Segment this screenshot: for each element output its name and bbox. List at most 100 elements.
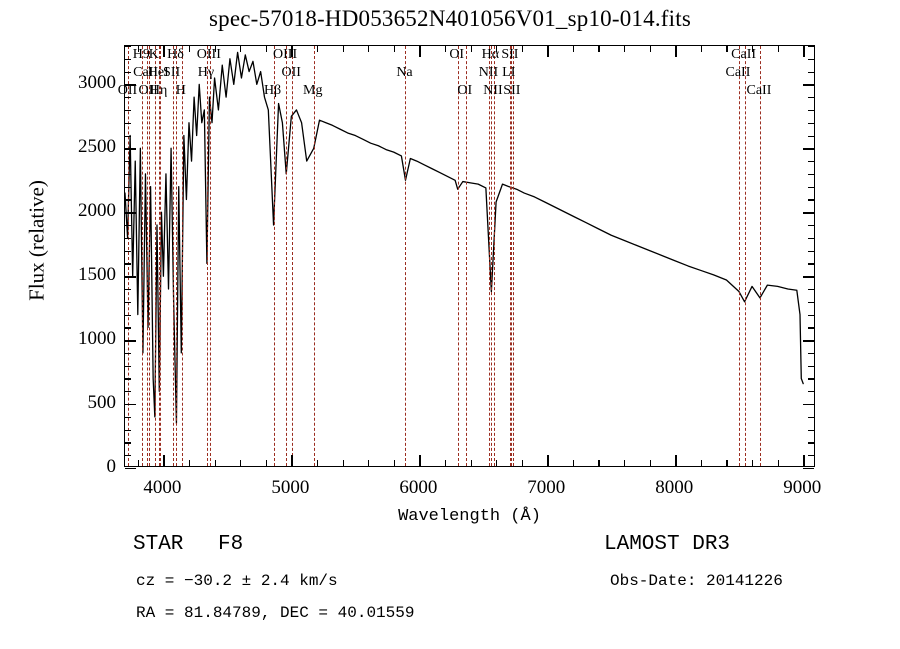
y-tick-right	[808, 225, 814, 227]
y-tick	[125, 225, 131, 227]
x-tick-top	[393, 46, 395, 52]
spectral-line-marker	[206, 46, 209, 466]
y-tick-right	[808, 314, 814, 316]
x-tick-top	[752, 46, 754, 52]
y-tick	[125, 301, 131, 303]
spectral-line-marker	[209, 46, 212, 466]
y-tick-right	[803, 404, 814, 406]
x-tick	[316, 460, 319, 466]
spectrum-trace	[125, 51, 804, 424]
x-tick	[572, 460, 575, 466]
spectral-line-label: OI	[449, 47, 465, 62]
y-tick	[125, 161, 131, 163]
spectral-line-marker	[181, 46, 184, 466]
spectral-line-label: H	[175, 83, 186, 98]
x-tick-label: 5000	[271, 477, 310, 498]
y-tick	[125, 378, 131, 380]
y-tick	[125, 84, 136, 86]
spectral-line-marker	[142, 46, 144, 466]
y-tick	[125, 327, 131, 329]
spectral-line-marker	[493, 46, 496, 466]
y-tick-right	[808, 455, 814, 457]
x-tick-top	[188, 46, 191, 52]
y-tick	[125, 186, 131, 188]
x-tick-top	[265, 46, 267, 52]
y-tick-right	[808, 416, 814, 419]
y-tick-right	[808, 391, 814, 393]
spectral-line-marker	[489, 46, 491, 466]
x-tick	[342, 460, 344, 466]
x-tick	[265, 460, 267, 466]
y-tick	[125, 135, 131, 137]
object-type-label: STAR	[133, 533, 184, 556]
y-tick	[125, 97, 131, 99]
spectral-line-marker	[154, 46, 157, 466]
y-tick	[125, 352, 131, 355]
x-tick-top	[214, 46, 216, 52]
spectral-line-label: CaII	[746, 83, 772, 98]
y-tick	[125, 455, 131, 457]
spectral-line-marker	[172, 46, 175, 466]
x-tick-top	[368, 46, 370, 52]
y-tick	[125, 314, 131, 316]
y-tick	[125, 148, 136, 150]
x-tick-top	[240, 46, 242, 52]
spectral-line-label: SII	[501, 47, 519, 62]
x-tick-top	[547, 46, 549, 57]
x-tick	[240, 460, 242, 466]
x-tick	[598, 460, 600, 466]
x-tick-top	[803, 46, 805, 57]
y-tick-right	[808, 327, 814, 329]
spectral-line-label: Hη	[149, 83, 168, 98]
y-tick-right	[808, 109, 814, 112]
spectral-line-marker	[465, 46, 468, 466]
spectral-line-label: OI	[457, 83, 473, 98]
page-title: spec-57018-HD053652N401056V01_sp10-014.f…	[209, 6, 691, 31]
y-tick	[125, 250, 131, 252]
y-tick	[125, 404, 136, 406]
x-tick-top	[777, 46, 779, 52]
x-tick-top	[726, 46, 728, 52]
x-tick	[752, 460, 754, 466]
plot-clip	[125, 46, 814, 466]
y-tick-right	[808, 442, 814, 444]
x-tick-top	[470, 46, 472, 52]
y-axis-title: Flux (relative)	[24, 180, 49, 301]
spectral-line-marker	[510, 46, 513, 466]
y-tick	[125, 468, 136, 470]
y-tick	[125, 237, 131, 239]
x-tick	[214, 460, 216, 466]
y-tick	[125, 122, 131, 124]
spectral-line-label: OII	[281, 65, 301, 80]
x-tick-label: 8000	[655, 477, 694, 498]
spectral-line-label: Hγ	[197, 65, 215, 80]
x-tick-top	[342, 46, 344, 52]
y-tick-right	[808, 46, 814, 48]
y-tick-right	[808, 71, 814, 73]
x-tick	[700, 460, 703, 466]
spectral-line-marker	[128, 46, 130, 466]
coordinates-label: RA = 81.84789, DEC = 40.01559	[136, 604, 415, 622]
x-tick	[291, 455, 293, 466]
spectral-line-marker	[286, 46, 288, 466]
y-tick-label: 500	[87, 392, 117, 414]
y-tick-right	[808, 288, 814, 291]
y-tick-right	[803, 468, 814, 470]
x-tick	[649, 460, 651, 466]
y-tick-right	[803, 340, 814, 342]
x-tick	[368, 460, 370, 466]
spectral-line-marker	[176, 46, 178, 466]
spectral-line-label: OIII	[196, 47, 221, 62]
x-tick	[419, 455, 421, 466]
spectral-line-label: NII	[478, 65, 499, 80]
y-tick-right	[803, 148, 814, 150]
y-tick	[125, 442, 131, 444]
y-tick-right	[808, 263, 814, 265]
y-tick-right	[803, 84, 814, 86]
spectral-line-marker	[512, 46, 515, 466]
spectral-line-marker	[273, 46, 276, 466]
x-tick-top	[444, 46, 447, 52]
x-tick	[470, 460, 472, 466]
redshift-velocity-label: cz = −30.2 ± 2.4 km/s	[136, 572, 338, 590]
